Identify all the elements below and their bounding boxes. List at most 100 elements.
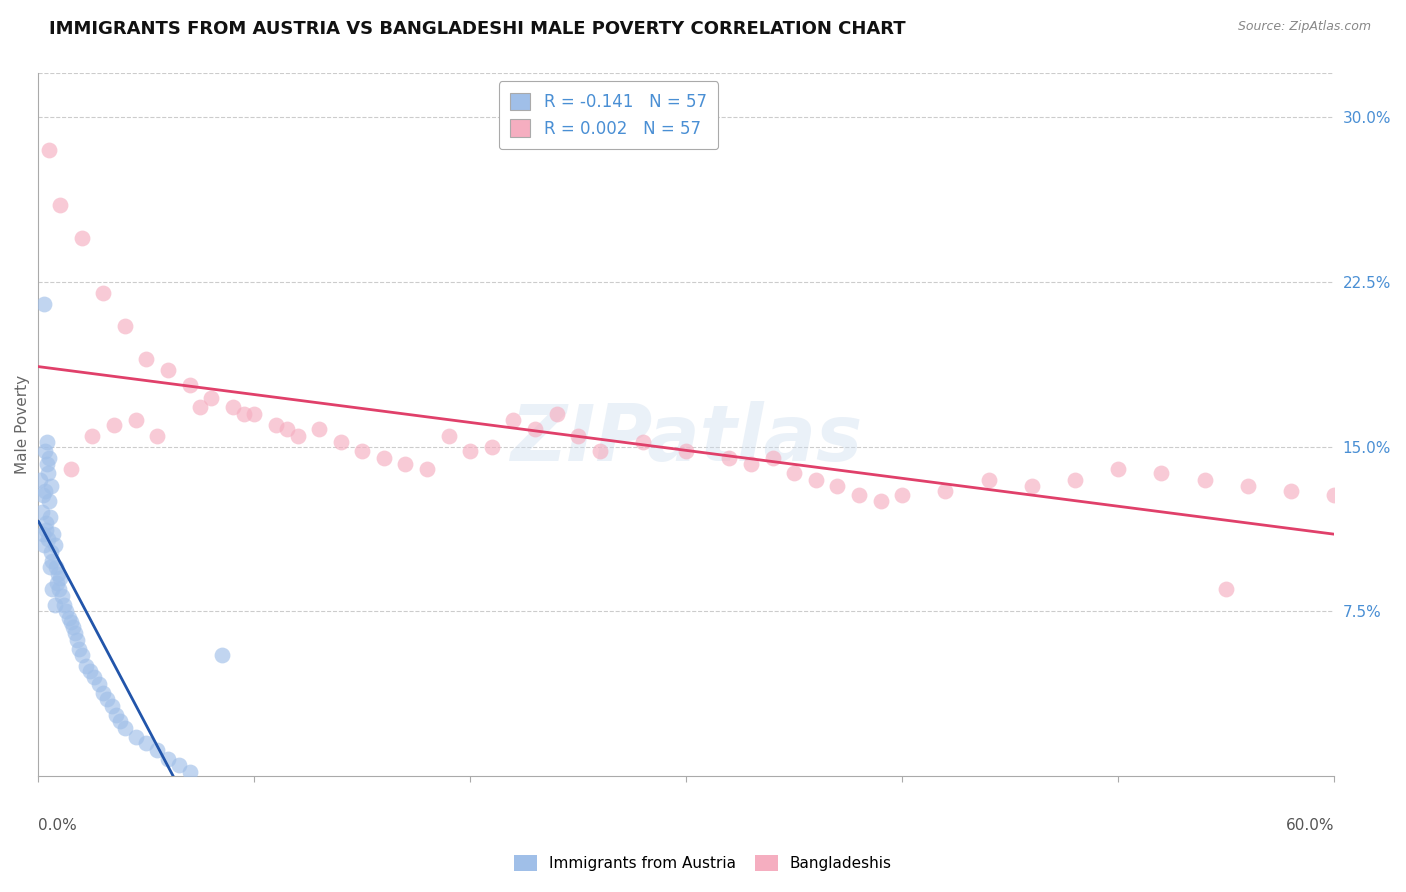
Text: Source: ZipAtlas.com: Source: ZipAtlas.com: [1237, 20, 1371, 33]
Point: [63, 626, 86, 640]
Point: [42, 527, 65, 541]
Point: [114, 721, 136, 735]
Point: [37, 466, 59, 480]
Point: [631, 435, 654, 450]
Point: [53, 598, 76, 612]
Point: [524, 422, 547, 436]
Point: [458, 444, 481, 458]
Point: [35, 457, 58, 471]
Point: [82, 428, 104, 442]
Point: [1021, 479, 1043, 493]
Point: [59, 615, 82, 630]
Legend: R = -0.141   N = 57, R = 0.002   N = 57: R = -0.141 N = 57, R = 0.002 N = 57: [499, 81, 718, 149]
Point: [869, 494, 891, 508]
Point: [114, 318, 136, 333]
Point: [49, 198, 72, 212]
Point: [222, 400, 245, 414]
Point: [38, 143, 60, 157]
Point: [62, 620, 84, 634]
Point: [45, 575, 67, 590]
Point: [1215, 582, 1237, 597]
Point: [675, 444, 697, 458]
Point: [135, 736, 157, 750]
Point: [49, 571, 72, 585]
Point: [1236, 479, 1258, 493]
Point: [67, 641, 90, 656]
Point: [75, 659, 97, 673]
Point: [30, 473, 52, 487]
Point: [55, 604, 77, 618]
Point: [783, 466, 806, 480]
Point: [32, 296, 55, 310]
Point: [124, 413, 146, 427]
Point: [481, 440, 503, 454]
Point: [891, 488, 914, 502]
Point: [1323, 488, 1346, 502]
Text: 60.0%: 60.0%: [1285, 818, 1334, 833]
Point: [416, 461, 439, 475]
Point: [167, 758, 190, 772]
Point: [79, 664, 101, 678]
Point: [91, 285, 114, 300]
Point: [502, 413, 524, 427]
Point: [100, 698, 122, 713]
Point: [51, 589, 73, 603]
Point: [32, 538, 55, 552]
Point: [46, 567, 69, 582]
Point: [394, 457, 416, 471]
Point: [58, 611, 80, 625]
Point: [287, 428, 309, 442]
Point: [45, 560, 67, 574]
Point: [87, 677, 110, 691]
Point: [589, 444, 612, 458]
Point: [31, 527, 53, 541]
Point: [740, 457, 762, 471]
Point: [827, 479, 849, 493]
Point: [762, 450, 785, 465]
Point: [308, 422, 330, 436]
Point: [977, 473, 1000, 487]
Point: [211, 648, 233, 663]
Point: [44, 538, 66, 552]
Point: [41, 582, 63, 597]
Text: IMMIGRANTS FROM AUSTRIA VS BANGLADESHI MALE POVERTY CORRELATION CHART: IMMIGRANTS FROM AUSTRIA VS BANGLADESHI M…: [49, 20, 905, 37]
Point: [437, 428, 460, 442]
Point: [105, 707, 128, 722]
Point: [1064, 473, 1087, 487]
Point: [264, 417, 287, 432]
Point: [48, 582, 70, 597]
Point: [39, 545, 62, 559]
Point: [352, 444, 374, 458]
Point: [103, 417, 125, 432]
Point: [35, 516, 58, 531]
Point: [37, 532, 59, 546]
Point: [156, 751, 179, 765]
Point: [39, 509, 62, 524]
Point: [718, 450, 741, 465]
Point: [243, 407, 266, 421]
Point: [91, 686, 114, 700]
Text: 0.0%: 0.0%: [38, 818, 77, 833]
Point: [38, 450, 60, 465]
Point: [1279, 483, 1302, 498]
Point: [156, 362, 179, 376]
Point: [179, 764, 201, 779]
Point: [35, 523, 58, 537]
Point: [38, 494, 60, 508]
Point: [546, 407, 568, 421]
Legend: Immigrants from Austria, Bangladeshis: Immigrants from Austria, Bangladeshis: [508, 849, 898, 877]
Point: [200, 391, 222, 405]
Point: [188, 400, 211, 414]
Point: [135, 351, 157, 366]
Point: [329, 435, 352, 450]
Point: [83, 670, 105, 684]
Point: [35, 435, 58, 450]
Point: [179, 378, 201, 392]
Point: [124, 730, 146, 744]
Point: [39, 479, 62, 493]
Point: [276, 422, 298, 436]
Y-axis label: Male Poverty: Male Poverty: [15, 375, 30, 475]
Text: ZIPatlas: ZIPatlas: [510, 401, 862, 476]
Point: [34, 444, 56, 458]
Point: [1107, 461, 1129, 475]
